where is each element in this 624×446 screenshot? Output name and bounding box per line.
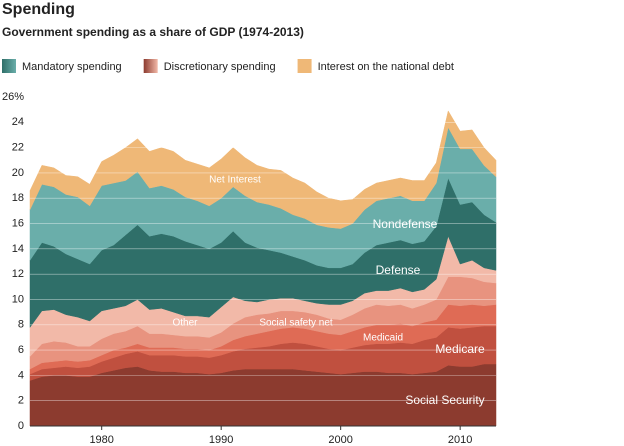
x-tick-label: 1980	[89, 434, 113, 446]
x-tick-label: 2000	[328, 434, 352, 446]
layer-label: Social Security	[405, 393, 484, 407]
y-tick-label: 10	[12, 293, 24, 305]
y-tick-label: 14	[12, 243, 24, 255]
layer-label: Net Interest	[209, 175, 261, 186]
x-tick-label: 1990	[209, 434, 233, 446]
legend-label: Interest on the national debt	[318, 61, 454, 73]
y-tick-label: 24	[12, 116, 24, 128]
y-tick-label: 12	[12, 268, 24, 280]
y-tick-label: 20	[12, 167, 24, 179]
legend-swatch	[297, 59, 312, 73]
layer-label: Social safety net	[259, 318, 333, 329]
layer-label: Medicare	[435, 342, 485, 356]
x-tick-label: 2010	[448, 434, 472, 446]
y-tick-label: 4	[18, 369, 24, 381]
y-tick-label: 6	[18, 344, 24, 356]
legend-swatch	[2, 59, 16, 73]
layer-label: Medicaid	[363, 333, 403, 344]
legend-label: Mandatory spending	[22, 61, 122, 73]
y-tick-label: 18	[12, 192, 24, 204]
y-tick-label: 0	[18, 420, 24, 432]
layer-label: Other	[172, 318, 198, 329]
y-tick-label: 16	[12, 217, 24, 229]
area	[29, 110, 497, 229]
legend-swatch	[143, 59, 158, 73]
legend-label: Discretionary spending	[164, 61, 276, 73]
y-tick-label: 22	[12, 142, 24, 154]
chart-title: Spending	[2, 1, 75, 18]
y-tick-label: 8	[18, 319, 24, 331]
chart-subtitle: Government spending as a share of GDP (1…	[2, 25, 304, 39]
y-tick-label: 26%	[2, 91, 24, 103]
plot-area	[29, 110, 497, 427]
layer-label: Defense	[376, 263, 421, 277]
y-tick-label: 2	[18, 395, 24, 407]
layer-label: Nondefense	[373, 217, 438, 231]
